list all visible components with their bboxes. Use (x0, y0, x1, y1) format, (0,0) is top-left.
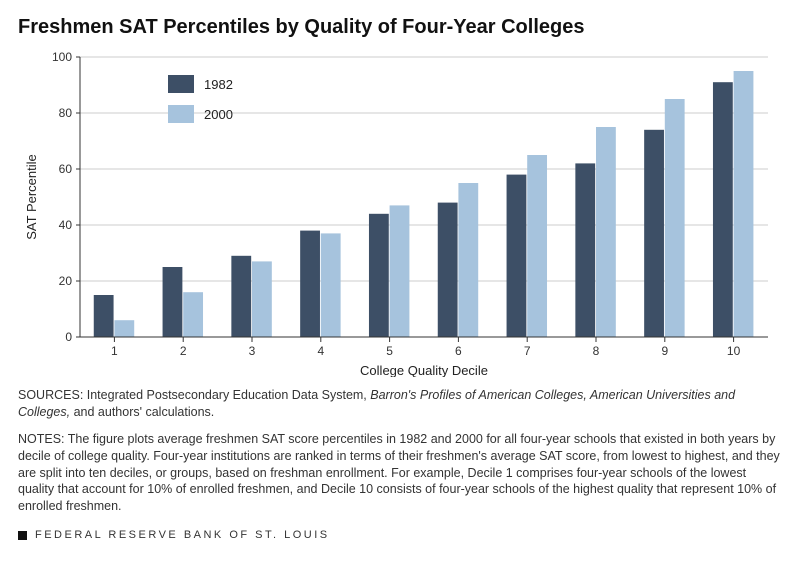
sources-suffix: and authors' calculations. (70, 405, 214, 419)
bar (507, 175, 527, 337)
notes-text: NOTES: The figure plots average freshmen… (18, 431, 782, 515)
footer-square-icon (18, 531, 27, 540)
x-tick-label: 4 (317, 344, 324, 358)
x-tick-label: 1 (111, 344, 118, 358)
legend-swatch (168, 75, 194, 93)
y-tick-label: 0 (65, 330, 72, 344)
sources-text: SOURCES: Integrated Postsecondary Educat… (18, 387, 782, 421)
y-tick-label: 20 (59, 274, 73, 288)
bar (252, 261, 272, 337)
y-tick-label: 100 (52, 50, 72, 64)
y-tick-label: 40 (59, 218, 73, 232)
bar (458, 183, 478, 337)
bar (665, 99, 685, 337)
chart-title: Freshmen SAT Percentiles by Quality of F… (18, 16, 782, 39)
y-tick-label: 60 (59, 162, 73, 176)
bar (321, 233, 341, 337)
x-axis-label: College Quality Decile (360, 363, 488, 377)
x-tick-label: 8 (593, 344, 600, 358)
legend-label: 1982 (204, 77, 233, 92)
y-tick-label: 80 (59, 106, 73, 120)
bar (596, 127, 616, 337)
bar (300, 231, 320, 337)
x-tick-label: 10 (727, 344, 741, 358)
x-tick-label: 7 (524, 344, 531, 358)
bar (734, 71, 754, 337)
x-tick-label: 3 (249, 344, 256, 358)
bar (438, 203, 458, 337)
x-tick-label: 5 (386, 344, 393, 358)
chart-container: 0 20 40 60 80 100 1 2 3 4 5 6 7 8 9 10 College Quality D… (18, 47, 782, 377)
bar (575, 163, 595, 337)
footer: FEDERAL RESERVE BANK OF ST. LOUIS (18, 529, 782, 541)
bar (713, 82, 733, 337)
footer-label: FEDERAL RESERVE BANK OF ST. LOUIS (35, 529, 330, 541)
bar (527, 155, 547, 337)
sources-prefix: SOURCES: Integrated Postsecondary Educat… (18, 388, 370, 402)
bar (231, 256, 251, 337)
y-axis-label: SAT Percentile (24, 154, 39, 240)
bar (94, 295, 114, 337)
bar (183, 292, 203, 337)
bar (114, 320, 134, 337)
x-tick-label: 6 (455, 344, 462, 358)
x-tick-label: 2 (180, 344, 187, 358)
bar (644, 130, 664, 337)
legend-label: 2000 (204, 107, 233, 122)
bar (369, 214, 389, 337)
bar (390, 205, 410, 337)
x-tick-label: 9 (661, 344, 668, 358)
legend-swatch (168, 105, 194, 123)
bar-chart: 0 20 40 60 80 100 1 2 3 4 5 6 7 8 9 10 College Quality D… (18, 47, 782, 377)
bar (163, 267, 183, 337)
